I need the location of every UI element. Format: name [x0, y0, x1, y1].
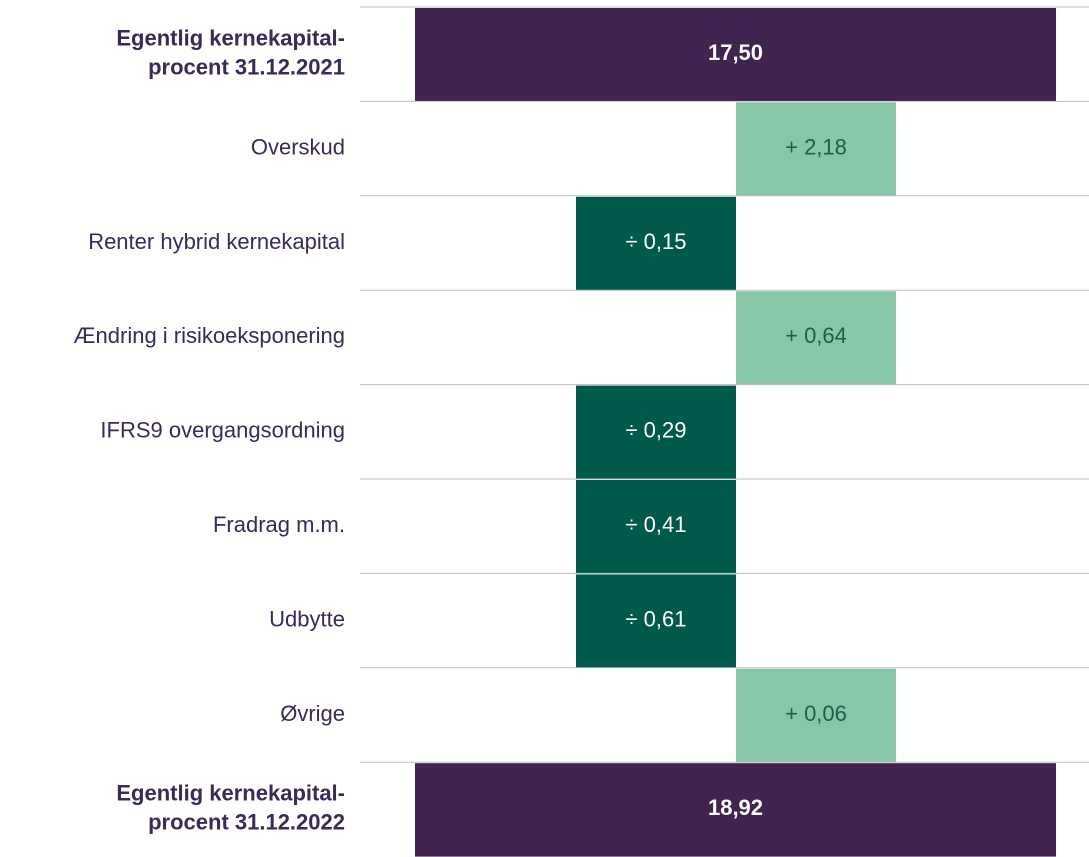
bar — [415, 763, 1056, 857]
bar — [736, 668, 896, 763]
bar — [576, 574, 736, 668]
bar — [576, 480, 736, 574]
row-label: IFRS9 overgangsordning — [100, 418, 345, 443]
row-label: Renter hybrid kernekapital — [88, 229, 345, 254]
bar-value: ÷ 0,15 — [625, 229, 686, 254]
bar-value: 18,92 — [708, 795, 763, 820]
row-label: Øvrige — [280, 701, 345, 726]
row-label: procent 31.12.2021 — [148, 55, 345, 80]
row-label: procent 31.12.2022 — [148, 810, 345, 835]
bar — [736, 291, 896, 385]
bar-value: + 0,64 — [785, 323, 847, 348]
row-label: Egentlig kernekapital- — [116, 781, 345, 806]
row-label: Egentlig kernekapital- — [116, 26, 345, 51]
bar-value: ÷ 0,29 — [625, 418, 686, 443]
bar-value: + 2,18 — [785, 134, 847, 159]
row-label: Fradrag m.m. — [213, 512, 345, 537]
row-label: Ændring i risikoeksponering — [74, 323, 345, 348]
row-label: Udbytte — [269, 606, 345, 631]
bar — [576, 385, 736, 479]
bar-value: 17,50 — [708, 40, 763, 65]
bar-value: ÷ 0,61 — [625, 606, 686, 631]
bar — [415, 8, 1056, 102]
bar-value: ÷ 0,41 — [625, 512, 686, 537]
bar — [736, 102, 896, 196]
bar-value: + 0,06 — [785, 701, 847, 726]
bar — [576, 196, 736, 291]
row-label: Overskud — [251, 134, 345, 159]
